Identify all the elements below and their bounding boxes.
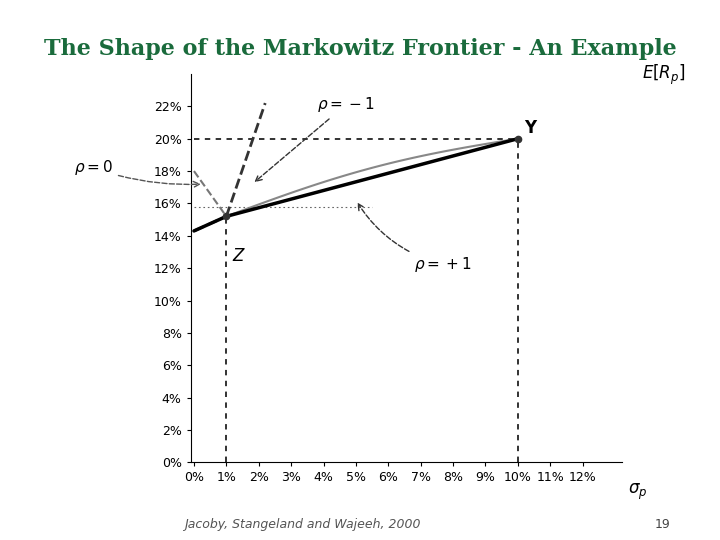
Text: The Shape of the Markowitz Frontier - An Example: The Shape of the Markowitz Frontier - An… [44,38,676,60]
Text: Y: Y [524,119,536,137]
Text: $\rho =0$: $\rho =0$ [74,158,199,187]
Text: $\rho =+1$: $\rho =+1$ [359,204,472,274]
Text: 19: 19 [654,518,670,531]
Text: $\rho =-1$: $\rho =-1$ [256,96,374,181]
Text: Z: Z [233,247,244,265]
Text: $E[R_p]$: $E[R_p]$ [642,63,685,87]
Text: Jacoby, Stangeland and Wajeeh, 2000: Jacoby, Stangeland and Wajeeh, 2000 [184,518,420,531]
Text: $\sigma_p$: $\sigma_p$ [628,482,647,502]
